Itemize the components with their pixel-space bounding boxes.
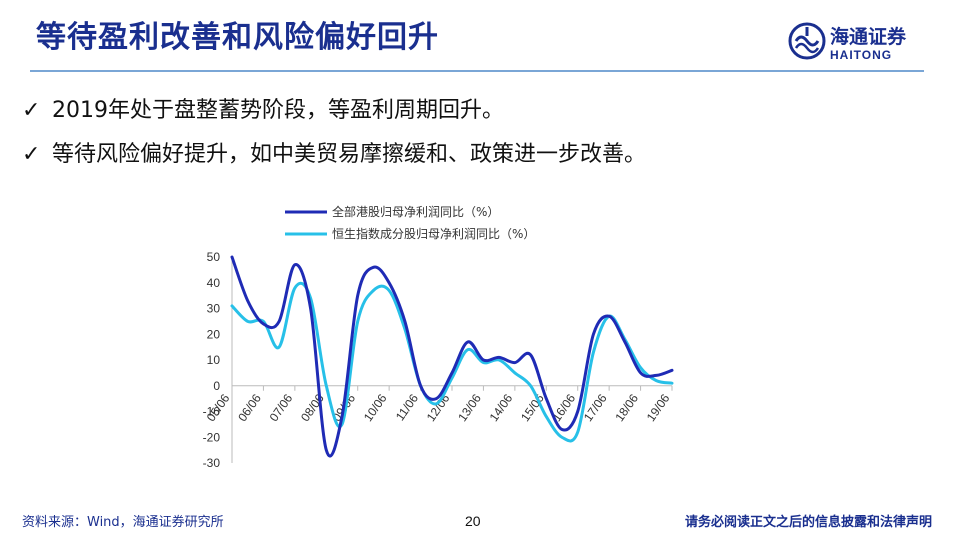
x-tick-label: 11/06 xyxy=(393,391,421,423)
y-tick-label: 20 xyxy=(207,327,221,341)
y-tick-label: 30 xyxy=(207,302,221,316)
y-tick-label: 40 xyxy=(207,276,221,290)
checkmark-icon: ✓ xyxy=(22,142,41,167)
x-tick-label: 10/06 xyxy=(361,391,390,424)
logo-english-text: HAITONG xyxy=(830,48,893,62)
haitong-logo: 海通证券 HAITONG xyxy=(788,18,928,66)
page-number: 20 xyxy=(465,513,481,529)
bullet-point-2: ✓ 等待风险偏好提升，如中美贸易摩擦缓和、政策进一步改善。 xyxy=(22,136,646,168)
x-tick-label: 18/06 xyxy=(612,391,641,424)
legend-label-1: 全部港股归母净利润同比（%） xyxy=(332,204,499,219)
x-tick-label: 14/06 xyxy=(487,391,516,424)
y-tick-label: -10 xyxy=(203,405,221,419)
legal-disclaimer: 请务必阅读正文之后的信息披露和法律声明 xyxy=(684,515,932,530)
x-tick-label: 07/06 xyxy=(267,391,296,424)
source-note: 资料来源：Wind，海通证券研究所 xyxy=(22,515,224,530)
y-tick-label: 10 xyxy=(207,353,221,367)
x-tick-label: 06/06 xyxy=(235,391,264,424)
y-tick-label: -20 xyxy=(203,430,221,444)
bullet-text-1: 2019年处于盘整蓄势阶段，等盈利周期回升。 xyxy=(52,98,504,123)
checkmark-icon: ✓ xyxy=(22,98,41,123)
legend-label-2: 恒生指数成分股归母净利润同比（%） xyxy=(332,226,535,241)
bullet-text-2: 等待风险偏好提升，如中美贸易摩擦缓和、政策进一步改善。 xyxy=(52,142,647,167)
x-tick-label: 19/06 xyxy=(644,391,673,424)
logo-chinese-text: 海通证券 xyxy=(830,26,907,48)
y-tick-label: 0 xyxy=(213,379,220,393)
haitong-logo-icon xyxy=(788,22,826,60)
series-line-2 xyxy=(230,281,674,443)
page-title: 等待盈利改善和风险偏好回升 xyxy=(36,20,439,55)
y-tick-label: 50 xyxy=(207,250,221,264)
x-tick-label: 13/06 xyxy=(455,391,484,424)
title-divider xyxy=(30,70,924,72)
y-tick-label: -30 xyxy=(203,456,221,470)
bullet-point-1: ✓ 2019年处于盘整蓄势阶段，等盈利周期回升。 xyxy=(22,92,504,124)
series-line-1 xyxy=(230,255,674,458)
